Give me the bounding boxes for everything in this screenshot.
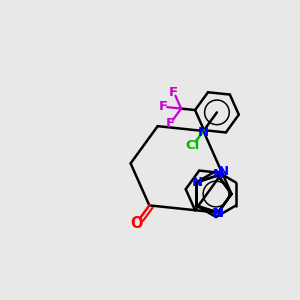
Text: N: N	[198, 127, 209, 140]
Text: O: O	[130, 216, 143, 231]
Text: F: F	[169, 86, 178, 99]
Text: F: F	[166, 117, 175, 130]
Text: N: N	[212, 168, 224, 181]
Text: N: N	[212, 207, 223, 220]
Text: N: N	[191, 176, 203, 189]
Text: Cl: Cl	[186, 139, 200, 152]
Text: F: F	[159, 100, 168, 113]
Text: N: N	[218, 166, 229, 178]
Text: N: N	[212, 207, 224, 220]
